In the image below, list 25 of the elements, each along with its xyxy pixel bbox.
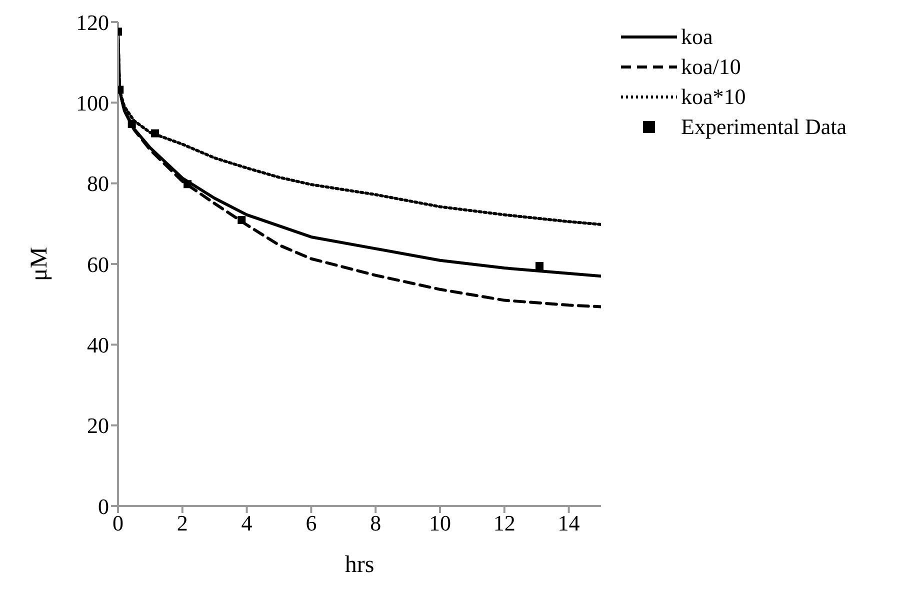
y-tick-label: 0 [98, 494, 109, 519]
x-tick-label: 8 [370, 510, 382, 536]
point [238, 216, 246, 224]
x-tick-label: 2 [176, 510, 188, 536]
x-tick-label: 4 [241, 510, 252, 536]
x-axis-title: hrs [344, 552, 374, 578]
x-tick-label: 10 [429, 510, 451, 536]
point [128, 120, 136, 128]
point [184, 180, 192, 188]
x-tick-label: 14 [558, 510, 580, 536]
point [536, 262, 544, 270]
y-tick-label: 100 [76, 90, 109, 116]
legend-label: Experimental Data [681, 114, 847, 140]
y-tick-label: 60 [87, 252, 109, 277]
y-tick-label: 80 [87, 171, 109, 196]
x-tick-label: 12 [493, 510, 516, 536]
x-tick-label: 6 [306, 510, 317, 536]
legend-label: koa/10 [681, 54, 741, 80]
legend-label: koa*10 [681, 84, 746, 110]
y-tick-label: 120 [76, 10, 109, 35]
point [151, 129, 160, 138]
y-tick-label: 40 [87, 332, 109, 358]
y-axis-title: μM [26, 246, 53, 282]
legend-label: koa [681, 24, 713, 50]
y-tick-label: 20 [87, 413, 109, 438]
